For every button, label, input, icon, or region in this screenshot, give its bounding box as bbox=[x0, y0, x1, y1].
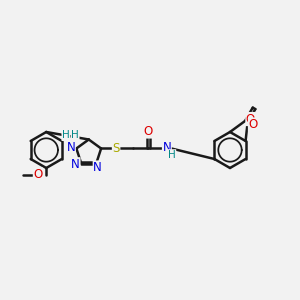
Text: H: H bbox=[168, 150, 176, 160]
Text: O: O bbox=[144, 125, 153, 138]
Text: O: O bbox=[248, 118, 258, 131]
Text: S: S bbox=[112, 142, 120, 155]
Text: N: N bbox=[163, 141, 171, 154]
Text: N: N bbox=[71, 158, 80, 171]
Text: H: H bbox=[71, 130, 79, 140]
Text: O: O bbox=[33, 168, 43, 181]
Text: N: N bbox=[93, 161, 102, 174]
Text: N: N bbox=[67, 141, 75, 154]
Text: O: O bbox=[246, 112, 255, 125]
Text: H: H bbox=[62, 130, 70, 140]
